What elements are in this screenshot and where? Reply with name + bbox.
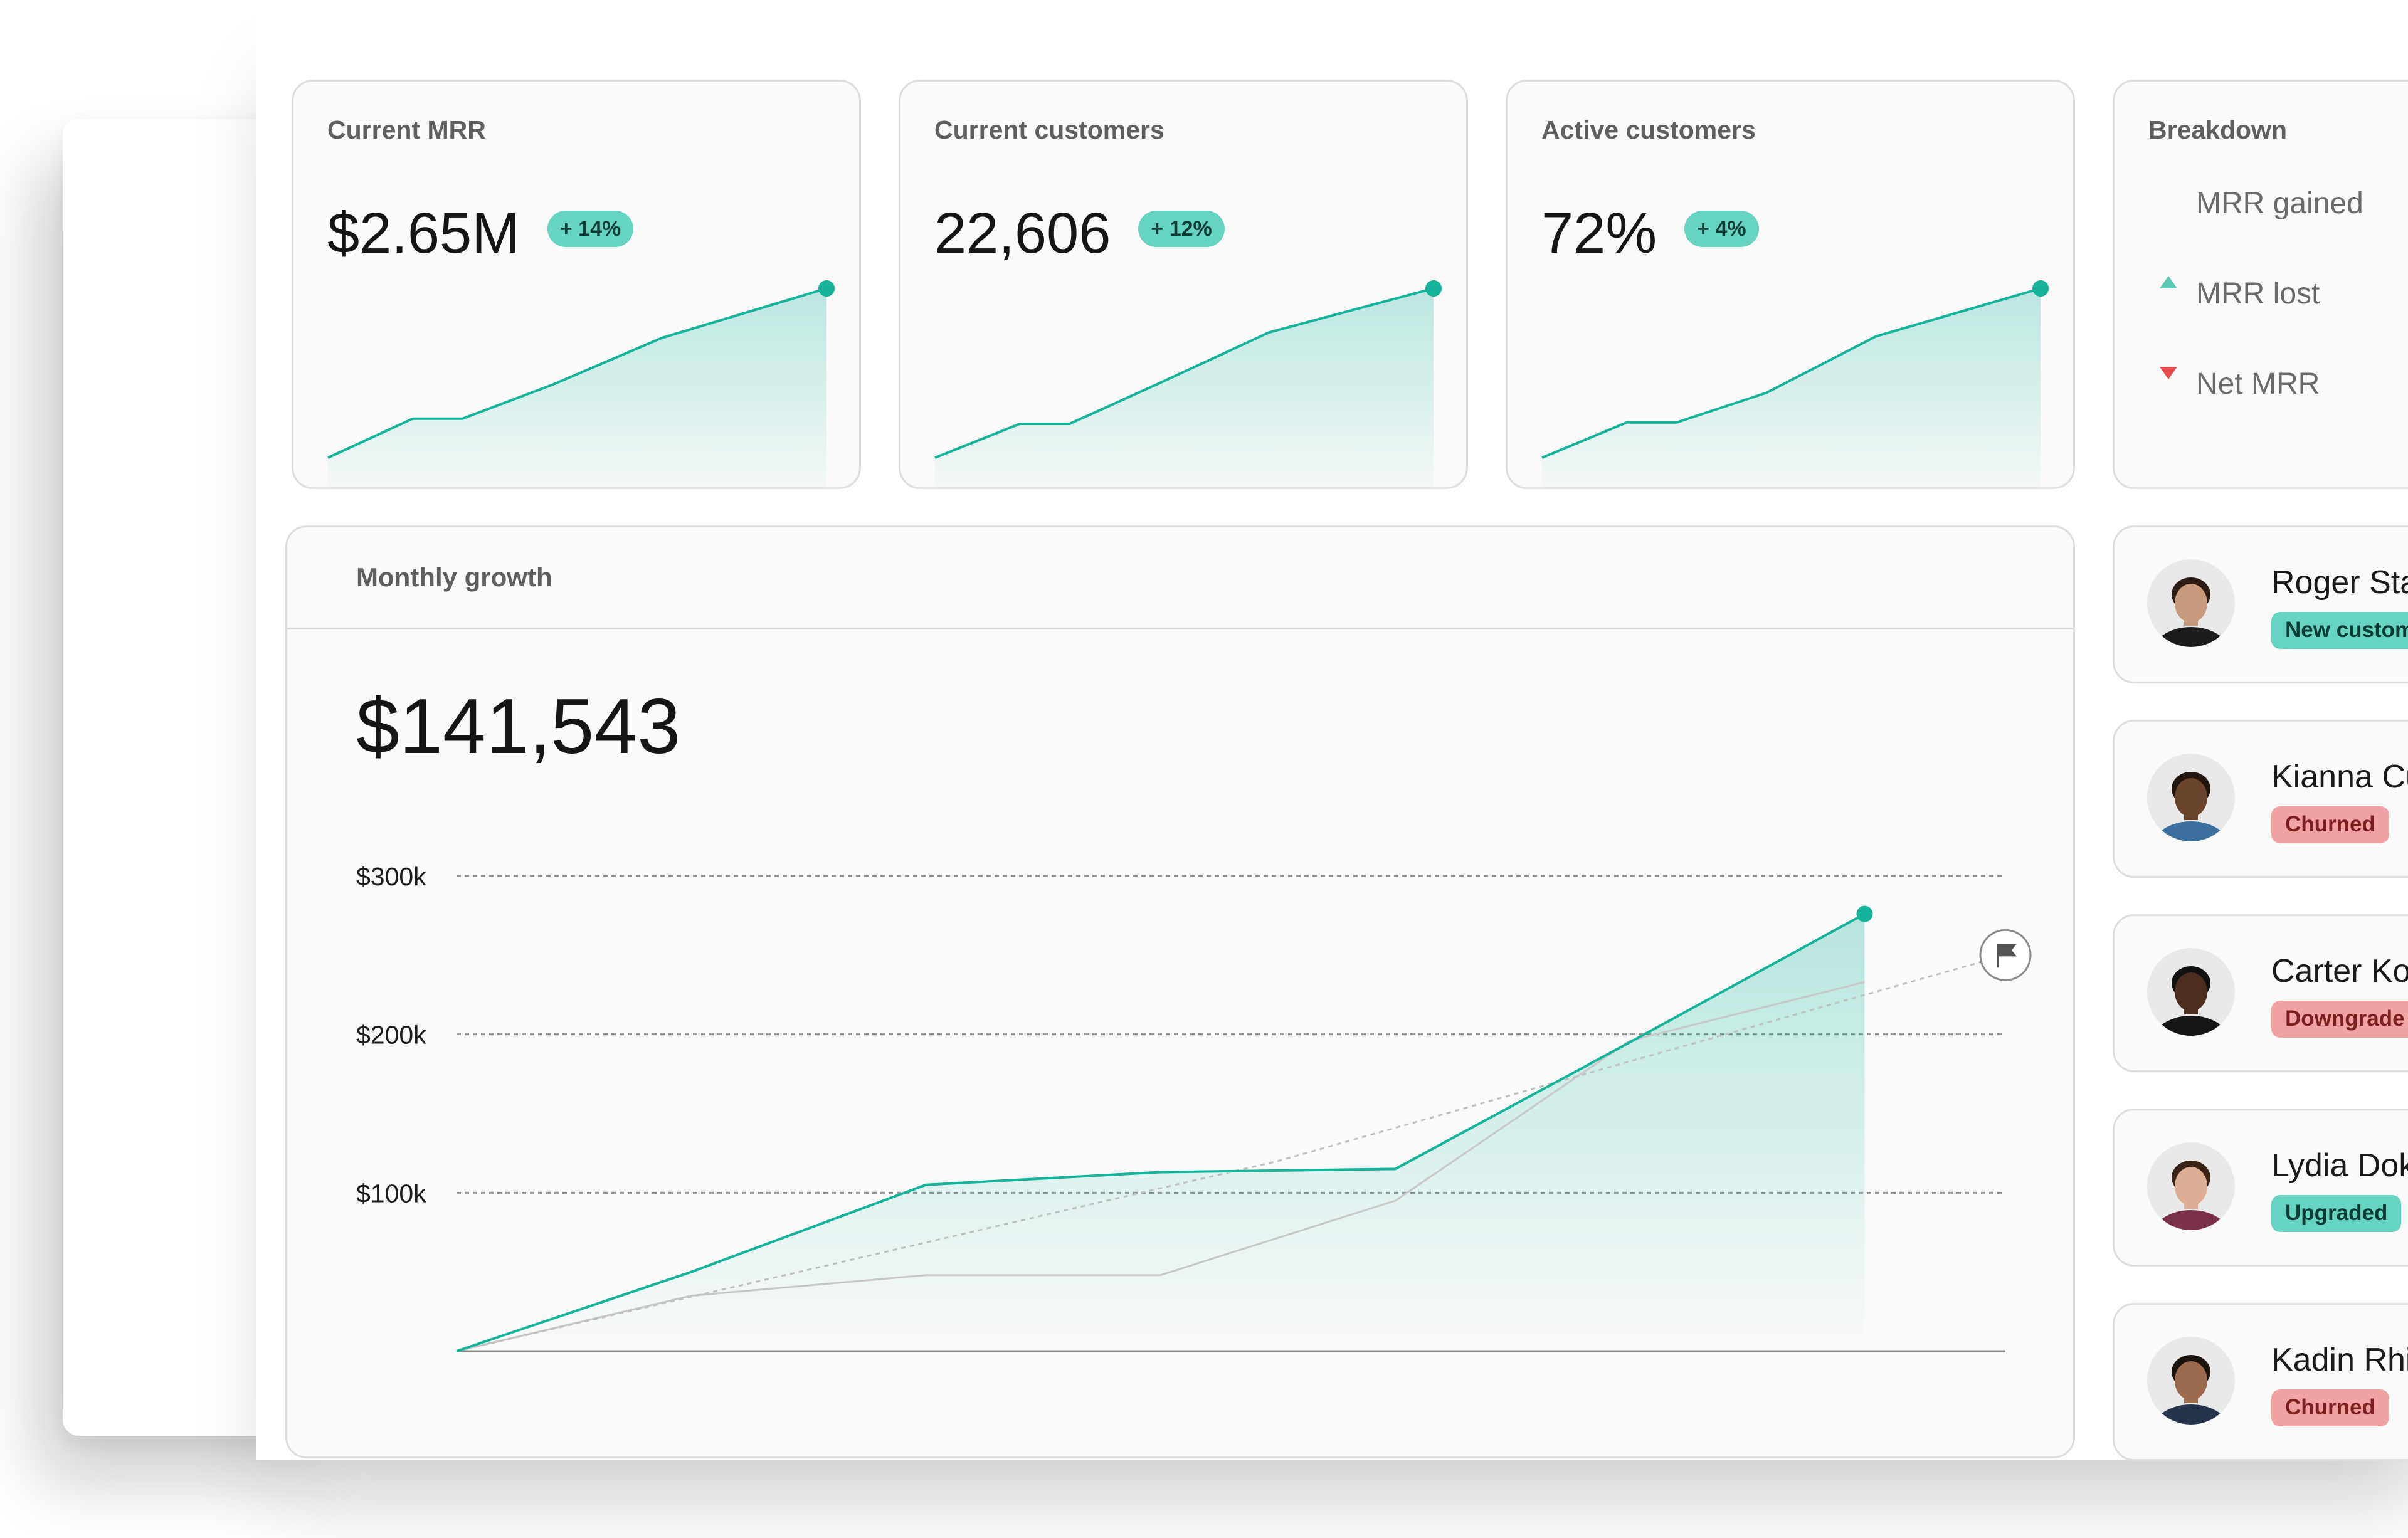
dashboard: Current MRR $2.65M + 14% Current customer… (256, 0, 2408, 1461)
kpi-value: 22,606 + 12% (934, 204, 1225, 262)
sparkline-end-point (818, 280, 835, 297)
avatar-image (2147, 1337, 2235, 1425)
kpi-value-text: 22,606 (934, 201, 1111, 265)
kpi-card-current-mrr[interactable]: Current MRR $2.65M + 14% (292, 80, 861, 489)
flag-icon (1979, 929, 2032, 981)
avatar-body (2153, 627, 2229, 647)
y-tick-label: $300k (356, 862, 426, 891)
customer-name: Lydia Dok (2271, 1147, 2408, 1184)
kpi-label: Current customers (934, 115, 1164, 144)
customer-name: Kadin Rhi (2271, 1342, 2408, 1378)
monthly-growth-header: Monthly growth (287, 527, 2073, 629)
series-end-point (1856, 905, 1873, 922)
status-badge: New custom (2271, 612, 2408, 649)
status-badge: Churned (2271, 1389, 2389, 1426)
avatar (2147, 1337, 2235, 1425)
series-line-target (456, 954, 2006, 1352)
kpi-change-badge: + 4% (1684, 210, 1759, 247)
y-tick-label: $100k (356, 1179, 426, 1208)
series-line-previous (456, 981, 1865, 1352)
avatar (2147, 948, 2235, 1036)
customer-card[interactable]: Roger Sta New custom (2113, 525, 2408, 683)
monthly-growth-title: Monthly growth (356, 562, 552, 592)
breakdown-item-mrr-lost[interactable]: MRR lost (2196, 277, 2320, 310)
avatar-image (2147, 1142, 2235, 1230)
customer-card[interactable]: Lydia Dok Upgraded (2113, 1109, 2408, 1267)
breakdown-card[interactable]: Breakdown MRR gained MRR lost Net MRR (2113, 80, 2408, 489)
monthly-growth-card: Monthly growth $141,543 $300k $200k $100k (285, 525, 2075, 1458)
kpi-card-current-customers[interactable]: Current customers 22,606 + 12% (899, 80, 1468, 489)
kpi-sparkline (327, 280, 835, 487)
kpi-value: $2.65M + 14% (327, 201, 634, 265)
avatar-body (2153, 821, 2229, 841)
series-area (457, 914, 1865, 1351)
monthly-growth-value: $141,543 (356, 683, 681, 770)
avatar (2147, 1142, 2235, 1230)
kpi-card-active-customers[interactable]: Active customers 72% + 4% (1506, 80, 2075, 489)
sparkline-area (328, 288, 826, 487)
kpi-value: 72% + 4% (1541, 204, 1759, 262)
sparkline-area (935, 288, 1434, 487)
avatar-body (2153, 1404, 2229, 1425)
y-tick-label: $200k (356, 1021, 426, 1050)
triangle-up-icon (2160, 276, 2177, 288)
avatar-image (2147, 948, 2235, 1036)
kpi-change-badge: + 14% (547, 210, 634, 247)
avatar-image (2147, 754, 2235, 841)
sparkline-line (1541, 287, 2041, 459)
customer-card[interactable]: Kadin Rhi Churned (2113, 1303, 2408, 1461)
breakdown-item-mrr-gained[interactable]: MRR gained (2196, 187, 2363, 220)
customer-card[interactable]: Carter Ko Downgrade (2113, 914, 2408, 1072)
kpi-change-badge: + 12% (1138, 210, 1225, 247)
kpi-value-text: $2.65M (327, 201, 520, 265)
avatar-face (2175, 778, 2207, 817)
status-badge: Downgrade (2271, 1001, 2408, 1038)
status-badge: Churned (2271, 806, 2389, 843)
avatar-face (2175, 972, 2207, 1011)
customer-name: Roger Sta (2271, 564, 2408, 601)
avatar-image (2147, 559, 2235, 647)
kpi-label: Active customers (1541, 115, 1756, 144)
kpi-sparkline (1541, 280, 2049, 487)
sparkline-area (1542, 288, 2041, 487)
triangle-down-icon (2160, 367, 2177, 379)
avatar-body (2153, 1016, 2229, 1036)
series-line-current (456, 912, 1866, 1352)
sparkline-end-point (1425, 280, 1442, 297)
kpi-value-text: 72% (1541, 201, 1657, 265)
kpi-sparkline (934, 280, 1442, 487)
breakdown-title: Breakdown (2148, 115, 2287, 144)
avatar-face (2175, 1167, 2207, 1206)
avatar-face (2175, 1361, 2207, 1400)
avatar (2147, 754, 2235, 841)
customer-name: Kianna Cu (2271, 759, 2408, 795)
growth-chart: $300k $200k $100k (356, 862, 2032, 1352)
customer-card[interactable]: Kianna Cu Churned (2113, 720, 2408, 878)
status-badge: Upgraded (2271, 1195, 2402, 1232)
avatar-body (2153, 1210, 2229, 1230)
sparkline-line (934, 287, 1434, 459)
kpi-label: Current MRR (327, 115, 486, 144)
sparkline-line (327, 287, 827, 459)
customer-name: Carter Ko (2271, 953, 2408, 989)
breakdown-item-net-mrr[interactable]: Net MRR (2196, 367, 2320, 401)
avatar (2147, 559, 2235, 647)
avatar-face (2175, 584, 2207, 623)
sparkline-end-point (2032, 280, 2049, 297)
